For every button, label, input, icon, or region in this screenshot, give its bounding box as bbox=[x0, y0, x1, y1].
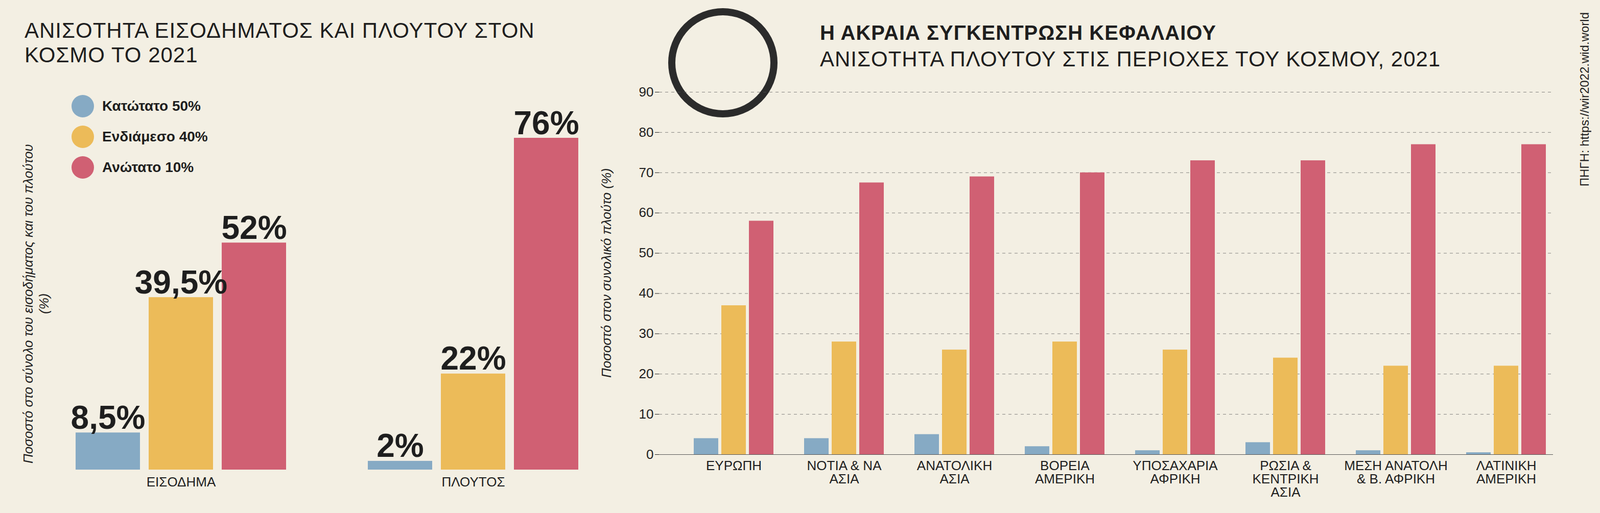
svg-text:76%: 76% bbox=[513, 104, 579, 142]
svg-text:ΜΕΣΗ ΑΝΑΤΟΛΗ& Β. ΑΦΡΙΚΗ: ΜΕΣΗ ΑΝΑΤΟΛΗ& Β. ΑΦΡΙΚΗ bbox=[1344, 458, 1448, 487]
svg-text:50: 50 bbox=[639, 245, 654, 261]
html-text:Ποσοστό στο σύνολο του εισοδήμ: Ποσοστό στο σύνολο του εισοδήματος και τ… bbox=[20, 144, 52, 464]
svg-text:ΝΟΤΙΑ & ΝΑΑΣΙΑ: ΝΟΤΙΑ & ΝΑΑΣΙΑ bbox=[807, 458, 883, 487]
svg-text:22%: 22% bbox=[440, 340, 506, 378]
svg-text:30: 30 bbox=[639, 325, 654, 342]
svg-text:80: 80 bbox=[639, 124, 654, 140]
html-text:Ενδιάμεσο 40%: Ενδιάμεσο 40% bbox=[102, 128, 208, 145]
svg-text:90: 90 bbox=[639, 84, 654, 100]
svg-text:70: 70 bbox=[639, 165, 654, 181]
svg-text:ΡΩΣΙΑ &ΚΕΝΤΡΙΚΗΑΣΙΑ: ΡΩΣΙΑ &ΚΕΝΤΡΙΚΗΑΣΙΑ bbox=[1252, 458, 1319, 501]
svg-text:0: 0 bbox=[646, 446, 654, 463]
svg-text:2%: 2% bbox=[376, 427, 425, 465]
html-text:Η ΑΚΡΑΙΑ ΣΥΓΚΕΝΤΡΩΣΗ ΚΕΦΑΛΑΙΟΥ: Η ΑΚΡΑΙΑ ΣΥΓΚΕΝΤΡΩΣΗ ΚΕΦΑΛΑΙΟΥ bbox=[819, 21, 1217, 44]
html-text:Κατώτατο 50%: Κατώτατο 50% bbox=[102, 98, 201, 114]
svg-text:ΑΝΑΤΟΛΙΚΗΑΣΙΑ: ΑΝΑΤΟΛΙΚΗΑΣΙΑ bbox=[916, 458, 993, 487]
svg-text:ΕΙΣΟΔΗΜΑ: ΕΙΣΟΔΗΜΑ bbox=[146, 474, 217, 490]
svg-text:10: 10 bbox=[639, 406, 654, 422]
html-text:ΠΗΓΗ: https://wir2022.wid.worl: ΠΗΓΗ: https://wir2022.wid.world bbox=[1577, 12, 1592, 187]
svg-text:20: 20 bbox=[639, 366, 654, 382]
html-text:ΑΝΙΣΟΤΗΤΑ ΕΙΣΟΔΗΜΑΤΟΣ ΚΑΙ ΠΛΟΥ: ΑΝΙΣΟΤΗΤΑ ΕΙΣΟΔΗΜΑΤΟΣ ΚΑΙ ΠΛΟΥΤΟΥ ΣΤΟΝ Κ… bbox=[24, 18, 535, 68]
svg-text:52%: 52% bbox=[221, 209, 287, 247]
svg-text:ΒΟΡΕΙΑΑΜΕΡΙΚΗ: ΒΟΡΕΙΑΑΜΕΡΙΚΗ bbox=[1034, 458, 1095, 487]
svg-text:60: 60 bbox=[639, 204, 654, 221]
svg-text:ΥΠΟΣΑΧΑΡΙΑΑΦΡΙΚΗ: ΥΠΟΣΑΧΑΡΙΑΑΦΡΙΚΗ bbox=[1132, 458, 1218, 487]
svg-text:ΛΑΤΙΝΙΚΗΑΜΕΡΙΚΗ: ΛΑΤΙΝΙΚΗΑΜΕΡΙΚΗ bbox=[1475, 458, 1537, 487]
html-text:Ανώτατο 10%: Ανώτατο 10% bbox=[102, 159, 194, 176]
svg-text:ΕΥΡΩΠΗ: ΕΥΡΩΠΗ bbox=[706, 458, 762, 474]
svg-text:40: 40 bbox=[639, 285, 654, 301]
html-text:Ποσοστό στον συνολικό πλούτο (: Ποσοστό στον συνολικό πλούτο (%) bbox=[598, 168, 615, 379]
svg-text:8,5%: 8,5% bbox=[71, 399, 146, 437]
svg-text:39,5%: 39,5% bbox=[134, 264, 228, 301]
svg-text:ΠΛΟΥΤΟΣ: ΠΛΟΥΤΟΣ bbox=[441, 474, 505, 490]
html-text:ΑΝΙΣΟΤΗΤΑ ΠΛΟΥΤΟΥ ΣΤΙΣ ΠΕΡΙΟΧΕ: ΑΝΙΣΟΤΗΤΑ ΠΛΟΥΤΟΥ ΣΤΙΣ ΠΕΡΙΟΧΕΣ ΤΟΥ ΚΟΣΜ… bbox=[819, 46, 1441, 72]
